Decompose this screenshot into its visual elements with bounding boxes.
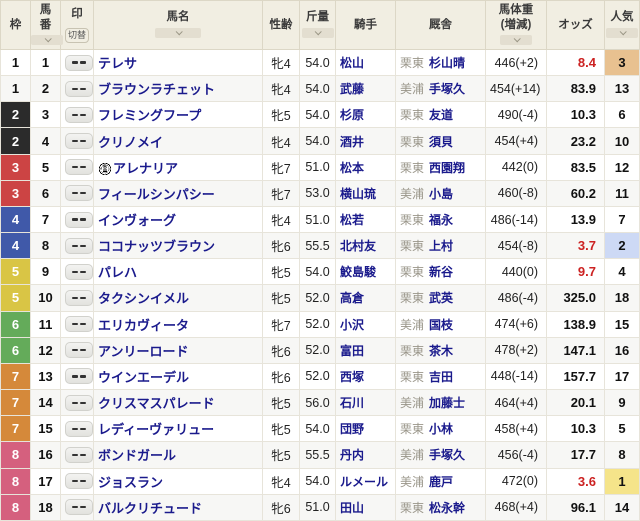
svg-text:B: B	[103, 165, 107, 171]
